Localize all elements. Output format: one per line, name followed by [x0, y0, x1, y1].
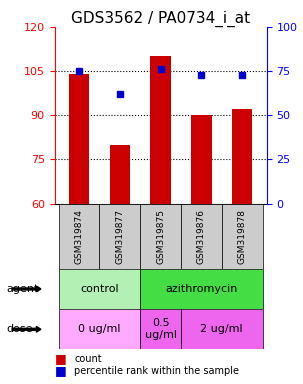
Bar [150, 56, 171, 204]
Bar [181, 204, 222, 269]
Bar [69, 74, 89, 204]
Bar [58, 309, 140, 349]
Text: GSM319877: GSM319877 [115, 209, 124, 264]
Text: ■: ■ [55, 353, 66, 366]
Bar [140, 269, 263, 309]
Text: 2 ug/ml: 2 ug/ml [201, 324, 243, 334]
Bar [232, 109, 252, 204]
Bar [140, 309, 181, 349]
Bar [222, 204, 263, 269]
Bar [181, 309, 263, 349]
Text: percentile rank within the sample: percentile rank within the sample [74, 366, 239, 376]
Bar [110, 145, 130, 204]
Text: count: count [74, 354, 102, 364]
Text: GSM319876: GSM319876 [197, 209, 206, 264]
Bar [99, 204, 140, 269]
Text: azithromycin: azithromycin [165, 284, 238, 294]
Bar [191, 115, 211, 204]
Text: 0 ug/ml: 0 ug/ml [78, 324, 121, 334]
Bar [140, 204, 181, 269]
Text: agent: agent [6, 284, 38, 294]
Text: GSM319874: GSM319874 [75, 209, 84, 263]
Text: 0.5
ug/ml: 0.5 ug/ml [145, 318, 177, 340]
Text: GSM319875: GSM319875 [156, 209, 165, 264]
Text: dose: dose [6, 324, 32, 334]
Text: ■: ■ [55, 364, 66, 377]
Text: control: control [80, 284, 119, 294]
Text: GSM319878: GSM319878 [238, 209, 247, 264]
Bar [58, 269, 140, 309]
Bar [58, 204, 99, 269]
Title: GDS3562 / PA0734_i_at: GDS3562 / PA0734_i_at [71, 11, 250, 27]
